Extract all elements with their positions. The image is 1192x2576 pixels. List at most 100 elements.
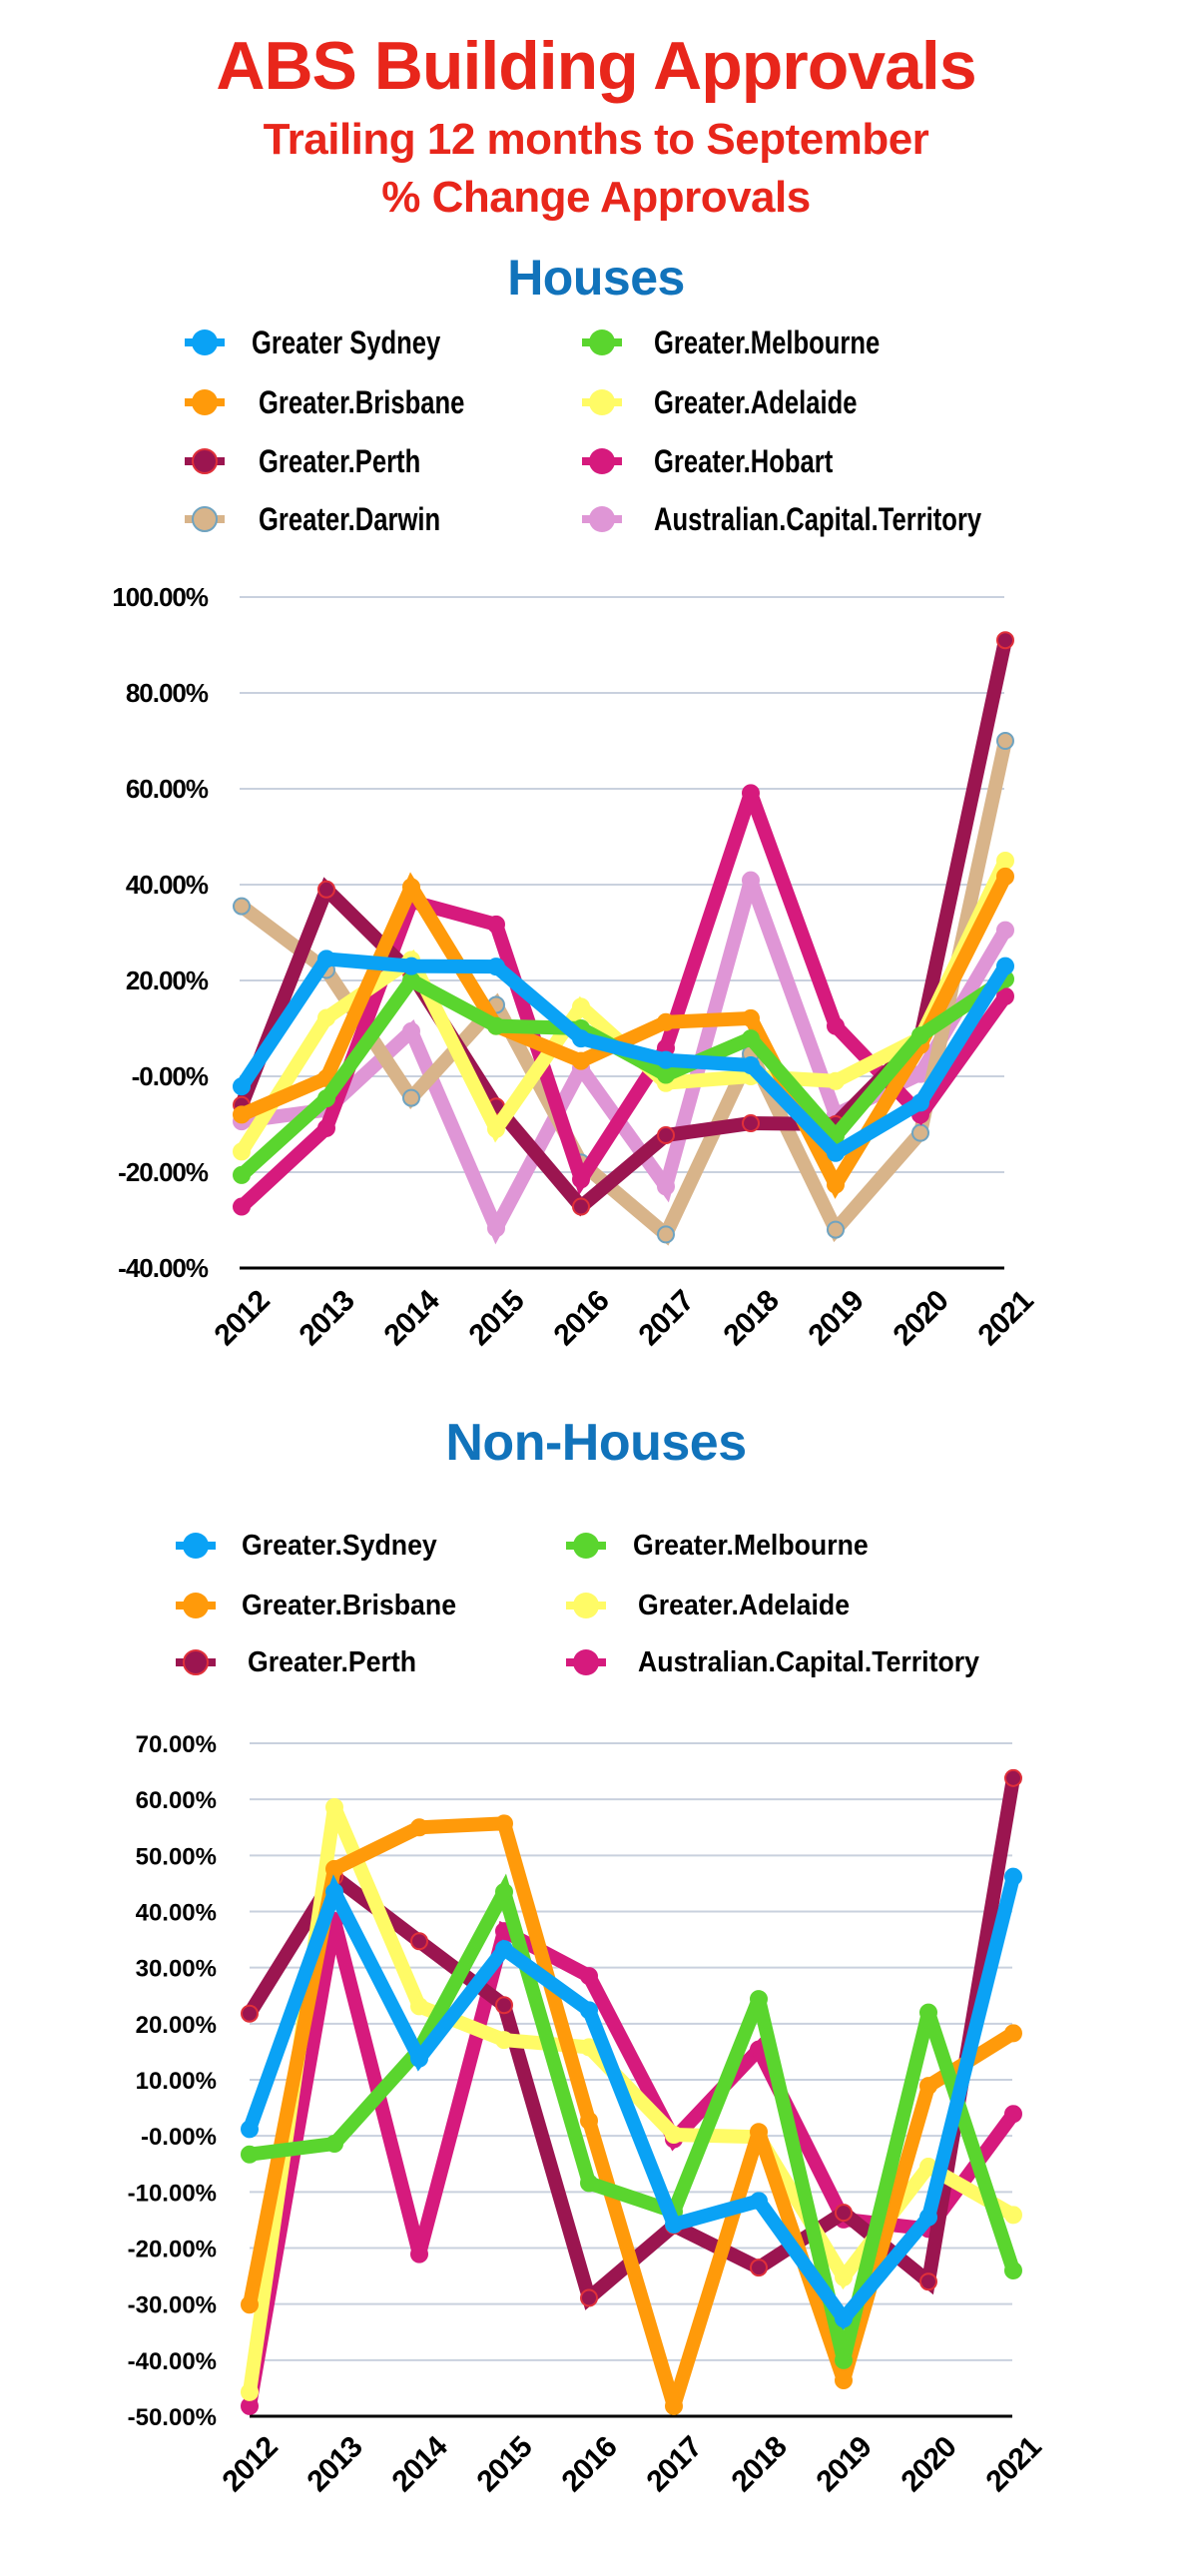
y-tick-label: 100.00%: [112, 582, 209, 612]
x-tick-label: 2013: [294, 1284, 361, 1352]
y-tick-label: 20.00%: [126, 966, 209, 995]
legend-label: Greater.Sydney: [242, 1529, 437, 1562]
y-tick-label: -0.00%: [141, 2124, 217, 2151]
series-line: [235, 790, 1012, 1214]
data-point: [1004, 2105, 1022, 2124]
data-point: [233, 1105, 251, 1124]
subtitle-line-2: % Change Approvals: [381, 173, 811, 222]
data-point: [241, 2295, 259, 2314]
data-point: [580, 2174, 598, 2193]
data-point: [495, 1996, 513, 2015]
legend-item-greater-adelaide: Greater.Adelaide: [582, 382, 857, 422]
legend-label: Australian.Capital.Territory: [638, 1645, 979, 1678]
data-point: [325, 1798, 343, 1817]
data-point: [317, 950, 335, 968]
data-point: [410, 1818, 428, 1837]
data-point: [835, 2350, 853, 2369]
data-point: [410, 1932, 428, 1951]
data-point: [402, 1021, 420, 1040]
data-point: [572, 997, 590, 1016]
data-point: [919, 2272, 937, 2291]
legend-label: Greater.Hobart: [654, 442, 834, 479]
data-point: [742, 1008, 760, 1027]
data-point: [487, 1219, 505, 1238]
x-tick-label: 2016: [556, 2430, 624, 2498]
legend-marker-icon: [582, 506, 622, 532]
y-tick-label: 60.00%: [136, 1787, 217, 1814]
y-tick-label: -40.00%: [128, 2348, 217, 2375]
data-point: [1004, 2206, 1022, 2225]
legend-label: Greater.Adelaide: [654, 383, 858, 420]
data-point: [580, 1967, 598, 1986]
x-tick-label: 2015: [463, 1284, 531, 1352]
legend-item-greater-perth: Greater.Perth: [185, 441, 420, 481]
legend-item-greater-melbourne: Greater.Melbourne: [566, 1526, 869, 1566]
data-point: [495, 2031, 513, 2050]
data-point: [325, 1882, 343, 1901]
x-tick-label: 2015: [471, 2430, 539, 2498]
y-tick-label: 40.00%: [126, 870, 209, 900]
legend-label: Greater.Brisbane: [242, 1589, 457, 1621]
legend-marker-icon: [185, 389, 225, 415]
y-tick-label: 60.00%: [126, 774, 209, 804]
data-point: [241, 2120, 259, 2139]
legend-label: Greater.Darwin: [259, 500, 441, 537]
x-tick-label: 2021: [972, 1284, 1040, 1352]
data-point: [402, 878, 420, 897]
legend-marker-icon: [176, 1593, 216, 1618]
legend-label: Greater.Melbourne: [633, 1529, 869, 1562]
data-point: [1004, 2024, 1022, 2043]
series-line: [243, 1816, 1020, 2408]
data-point: [750, 2258, 768, 2277]
y-tick-label: -40.00%: [118, 1253, 209, 1283]
data-point: [657, 1225, 675, 1244]
y-tick-label: -30.00%: [128, 2292, 217, 2319]
data-point: [233, 1165, 251, 1184]
data-point: [317, 880, 335, 899]
y-tick-label: 20.00%: [136, 2012, 217, 2039]
data-point: [911, 1123, 929, 1142]
data-point: [996, 986, 1014, 1005]
legend-item-greater-adelaide: Greater.Adelaide: [566, 1586, 850, 1625]
x-tick-label: 2019: [811, 2430, 879, 2498]
legend-marker-icon: [582, 448, 622, 474]
y-tick-label: -20.00%: [128, 2237, 217, 2263]
series-line: [243, 1873, 1020, 2362]
data-point: [317, 1118, 335, 1137]
legend-item-greater-perth: Greater.Perth: [176, 1642, 416, 1682]
data-point: [835, 2204, 853, 2223]
data-point: [410, 1997, 428, 2016]
y-tick-label: 80.00%: [126, 678, 209, 708]
series-greater-brisbane: [241, 1814, 1022, 2415]
data-point: [572, 1170, 590, 1189]
series-greater-sydney: [233, 950, 1014, 1162]
data-point: [241, 2004, 259, 2023]
legend-label: Greater.Adelaide: [638, 1589, 851, 1621]
data-point: [996, 852, 1014, 870]
subtitle-line-1: Trailing 12 months to September: [263, 115, 929, 164]
legend-marker-icon: [582, 329, 622, 355]
legend-label: Greater.Perth: [248, 1645, 417, 1678]
data-point: [750, 1990, 768, 2009]
y-tick-label: 70.00%: [136, 1731, 217, 1758]
data-point: [402, 957, 420, 975]
data-point: [919, 2208, 937, 2227]
x-tick-label: 2021: [980, 2430, 1048, 2498]
data-point: [317, 1089, 335, 1108]
data-point: [827, 1071, 845, 1090]
series-greater-sydney: [241, 1867, 1022, 2330]
legend-item-act: Australian.Capital.Territory: [582, 499, 981, 539]
x-tick-label: 2013: [301, 2430, 369, 2498]
data-point: [996, 957, 1014, 975]
series-line: [235, 734, 1012, 1246]
data-point: [487, 958, 505, 976]
data-point: [233, 1077, 251, 1096]
data-point: [742, 1114, 760, 1133]
data-point: [580, 2288, 598, 2307]
y-tick-label: -50.00%: [128, 2404, 217, 2431]
data-point: [911, 1026, 929, 1045]
data-point: [996, 921, 1014, 940]
legend-label: Greater Sydney: [252, 323, 441, 360]
legend-item-greater-darwin: Greater.Darwin: [185, 499, 440, 539]
